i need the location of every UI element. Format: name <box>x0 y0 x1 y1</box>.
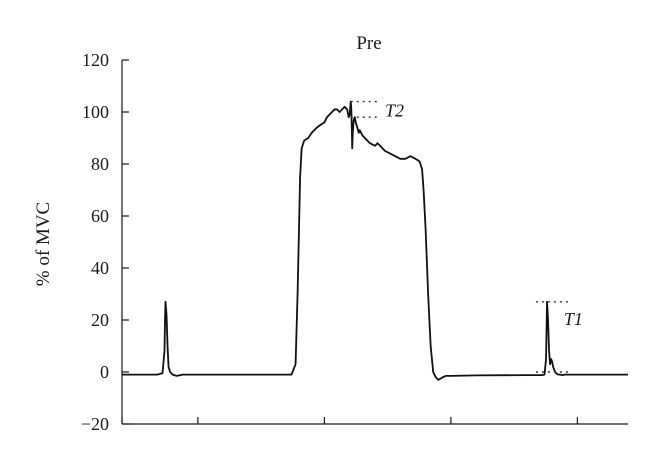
y-tick-label: 20 <box>91 310 109 330</box>
series-line-force-trace <box>122 100 628 381</box>
y-tick-label: 100 <box>82 102 109 122</box>
y-tick-label: 60 <box>91 206 109 226</box>
y-tick-label: 40 <box>91 258 109 278</box>
y-tick-label: 80 <box>91 154 109 174</box>
annotations: T2 T1 <box>350 100 583 373</box>
y-tick-label: 0 <box>100 362 109 382</box>
plot-area <box>122 100 628 381</box>
annotation-label: T1 <box>564 309 583 329</box>
x-ticks <box>121 417 579 424</box>
chart-title: Pre <box>356 33 381 54</box>
y-ticks: −20 0 20 40 60 80 100 120 <box>81 50 129 434</box>
axes <box>121 60 628 425</box>
y-tick-label: 120 <box>82 50 109 70</box>
annotation-label: T2 <box>385 100 404 120</box>
y-axis-label: % of MVC <box>33 202 54 286</box>
y-tick-label: −20 <box>81 414 109 434</box>
